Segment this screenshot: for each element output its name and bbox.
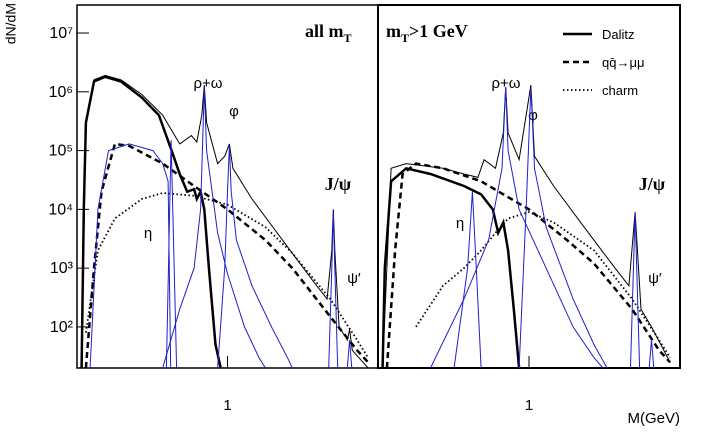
- annotation: η: [144, 225, 152, 242]
- y-axis-label: dN/dM: [3, 3, 19, 44]
- series-line: [385, 162, 672, 368]
- annotation: J/ψ: [325, 174, 352, 194]
- series-line: [80, 75, 222, 368]
- series-line: [89, 143, 172, 368]
- series-line: [85, 192, 369, 359]
- panel-label: all mT: [305, 21, 352, 45]
- legend-label: Dalitz: [602, 27, 635, 42]
- legend-label: charm: [602, 83, 638, 98]
- annotation: φ: [229, 103, 239, 120]
- y-tick-label: 10⁵: [49, 143, 73, 160]
- series-line: [430, 87, 604, 368]
- y-tick-label: 10⁶: [49, 84, 73, 101]
- series-line: [162, 87, 266, 368]
- y-tick-label: 10⁴: [48, 201, 73, 218]
- annotation: η: [456, 215, 464, 232]
- x-tick-label: 1: [223, 397, 231, 414]
- panel-label-sub: T: [401, 31, 409, 45]
- series-line: [648, 339, 655, 368]
- legend-label: qq̄→μμ: [602, 55, 644, 70]
- series-group: [381, 85, 672, 368]
- panel-label-text: m: [386, 21, 401, 41]
- x-tick-label: 1: [525, 397, 533, 414]
- annotation: ρ+ω: [491, 75, 520, 92]
- series-line: [217, 145, 293, 368]
- series-group: [80, 74, 370, 368]
- panel-label-text: all m: [305, 21, 344, 41]
- series-line: [346, 339, 353, 368]
- series-line: [81, 74, 369, 368]
- series-line: [165, 140, 178, 368]
- series-line: [381, 166, 521, 368]
- annotation: φ: [528, 107, 538, 124]
- annotation: J/ψ: [639, 174, 666, 194]
- series-line: [382, 85, 671, 368]
- panel-label: mT>1 GeV: [386, 21, 468, 45]
- panel-label-rest: >1 GeV: [409, 21, 468, 41]
- x-axis-label: M(GeV): [628, 410, 681, 427]
- y-tick-label: 10³: [50, 260, 74, 277]
- y-tick-label: 10²: [50, 319, 74, 336]
- annotation: ρ+ω: [193, 75, 222, 92]
- series-line: [328, 212, 339, 368]
- annotation: ψ′: [648, 270, 662, 287]
- panel-label-sub: T: [344, 31, 352, 45]
- y-tick-label: 10⁷: [49, 25, 73, 42]
- series-line: [415, 211, 671, 359]
- series-line: [630, 212, 641, 368]
- annotation: ψ′: [347, 270, 361, 287]
- series-line: [518, 87, 608, 368]
